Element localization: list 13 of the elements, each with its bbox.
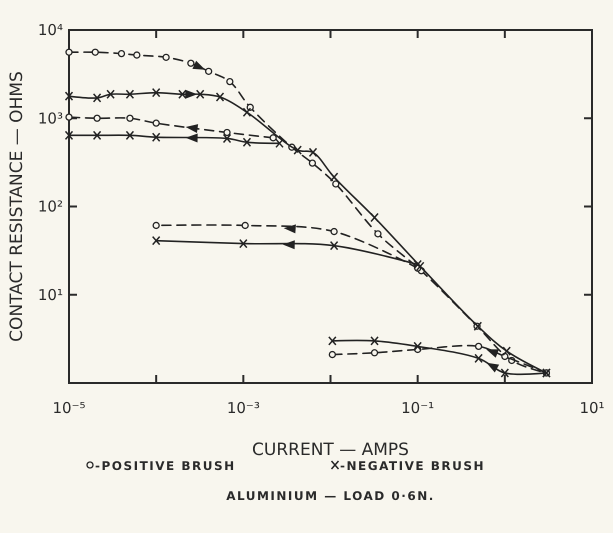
legend-label: -POSITIVE BRUSH — [95, 459, 236, 473]
x-tick-label: 10⁻³ — [226, 399, 260, 417]
y-tick-label: 10² — [38, 198, 63, 216]
x-tick-label: 10¹ — [579, 399, 605, 417]
y-tick-label: 10⁴ — [38, 21, 63, 39]
x-tick-label: 10⁻¹ — [401, 399, 434, 417]
x-tick-label: 10⁻⁵ — [52, 399, 86, 417]
y-axis-title: CONTACT RESISTANCE — OHMS — [7, 71, 27, 342]
y-tick-label: 10¹ — [38, 286, 63, 304]
x-axis-title: CURRENT — AMPS — [252, 440, 409, 460]
y-tick-label: 10³ — [38, 109, 63, 128]
text: ALUMINIUM — LOAD 0·6N. — [226, 489, 435, 503]
legend-label: -NEGATIVE BRUSH — [340, 459, 486, 473]
